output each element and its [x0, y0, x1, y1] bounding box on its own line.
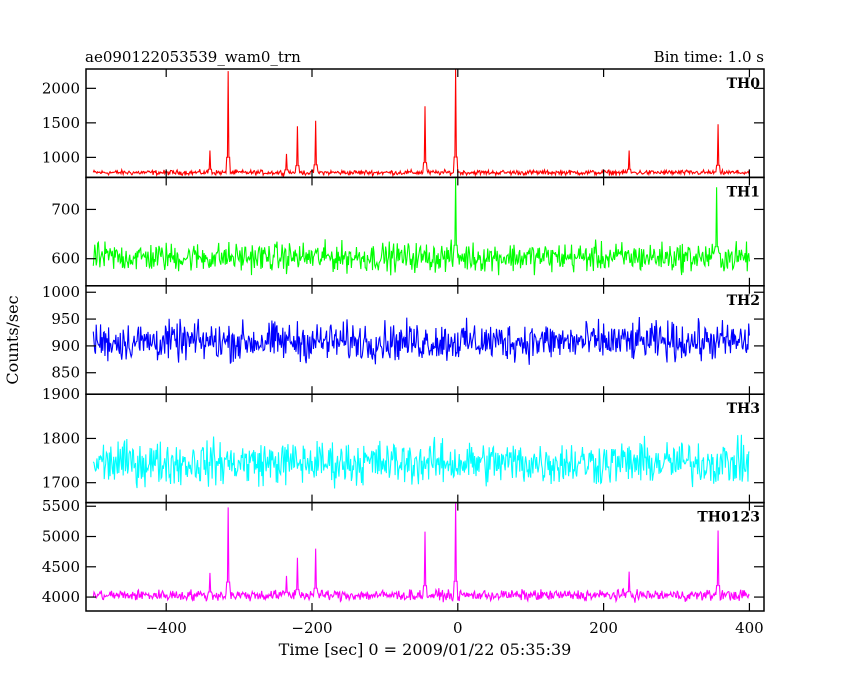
y-tick-label-th0123: 5500 [42, 497, 80, 515]
chart-title: ae090122053539_wam0_trn [85, 48, 301, 66]
y-tick-label-th1: 600 [51, 250, 80, 268]
x-axis-label: Time [sec] 0 = 2009/01/22 05:35:39 [279, 640, 572, 659]
panel-frame-th1 [85, 176, 765, 287]
panel-frame-th0123 [85, 501, 765, 612]
y-tick-label-th0123: 5000 [42, 528, 80, 546]
y-tick-label-th3: 1700 [42, 474, 80, 492]
series-line-th0123 [92, 502, 750, 604]
panel-label-th0: TH0 [727, 76, 761, 92]
panel-label-th3: TH3 [727, 401, 760, 417]
y-tick-label-th2: 900 [51, 337, 80, 355]
y-tick-label-th2: 850 [51, 364, 80, 382]
y-tick-label-th0: 1000 [42, 148, 80, 166]
y-tick-label-th1: 700 [51, 200, 80, 218]
panel-frame-th3 [85, 393, 765, 504]
x-tick-label: 400 [735, 619, 764, 637]
bin-time-label: Bin time: 1.0 s [654, 48, 764, 66]
x-tick-label: −200 [291, 619, 332, 637]
series-line-th0 [92, 69, 750, 178]
x-tick-label: 200 [589, 619, 618, 637]
panels-group: TH0100015002000TH1600700TH28509009501000… [42, 68, 765, 637]
panel-label-th1: TH1 [727, 184, 760, 200]
x-tick-label: 0 [453, 619, 463, 637]
series-line-th2 [92, 317, 750, 365]
series-line-th3 [92, 434, 750, 489]
panel-label-th2: TH2 [727, 293, 760, 309]
y-tick-label-th2: 1000 [42, 283, 80, 301]
panel-label-th0123: TH0123 [697, 510, 760, 526]
y-axis-label: Counts/sec [3, 295, 22, 384]
y-tick-label-th0: 1500 [42, 114, 80, 132]
y-tick-label-th0123: 4000 [42, 588, 80, 606]
y-tick-label-th3: 1900 [42, 385, 80, 403]
y-tick-label-th0123: 4500 [42, 558, 80, 576]
y-tick-label-th0: 2000 [42, 79, 80, 97]
y-tick-label-th2: 950 [51, 310, 80, 328]
x-tick-label: −400 [146, 619, 187, 637]
series-line-th1 [92, 177, 750, 276]
y-tick-label-th3: 1800 [42, 429, 80, 447]
